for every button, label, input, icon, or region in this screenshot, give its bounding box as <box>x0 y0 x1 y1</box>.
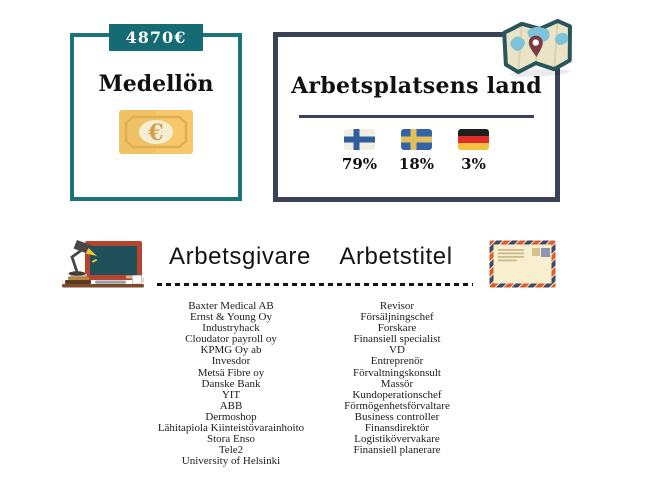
list-item: Metsä Fibre oy <box>197 366 265 379</box>
average-salary-badge: 4870€ <box>109 24 203 51</box>
list-item: Logistikövervakare <box>354 433 440 446</box>
list-item: Stora Enso <box>207 433 255 446</box>
finland-flag-icon <box>344 129 375 150</box>
divider-line <box>299 115 534 118</box>
list-item: Kundoperationschef <box>352 388 442 401</box>
list-item: KPMG Oy ab <box>200 344 262 357</box>
list-item: Ernst & Young Oy <box>190 311 272 324</box>
list-item: Förvaltningskonsult <box>352 366 441 379</box>
list-item: Invesdor <box>211 355 251 368</box>
germany-flag-icon <box>458 129 489 150</box>
salary-card: 4870€ Medellön € <box>70 24 242 201</box>
dashed-divider <box>157 283 473 286</box>
employers-list: Baxter Medical AB Ernst & Young Oy Industr… <box>121 300 341 468</box>
list-item: Förmögenhetsförvaltare <box>344 399 450 412</box>
country-card: Arbetsplatsens land 79% <box>273 18 572 202</box>
average-salary-value: 4870€ <box>125 28 187 47</box>
sweden-flag-icon <box>401 129 432 150</box>
list-item: Business controller <box>354 410 440 423</box>
list-item: VD <box>389 344 405 357</box>
list-item: Revisor <box>379 300 415 312</box>
finland-percent: 79% <box>341 155 378 173</box>
list-item: University of Helsinki <box>181 455 281 468</box>
germany-percent: 3% <box>461 155 486 173</box>
list-item: Massör <box>380 377 414 390</box>
airmail-envelope-icon <box>489 240 556 288</box>
list-item: Entreprenör <box>370 355 424 368</box>
employers-heading: Arbetsgivare <box>169 243 311 270</box>
svg-text:€: € <box>147 120 163 146</box>
list-item: YIT <box>221 388 241 401</box>
salary-card-title: Medellön <box>98 71 214 97</box>
list-item: Finansdirektör <box>364 422 430 435</box>
country-card-title: Arbetsplatsens land <box>291 73 542 99</box>
country-stat-germany: 3% <box>452 129 496 173</box>
country-stat-sweden: 18% <box>395 129 439 173</box>
list-item: Lähitapiola Kiinteistövarainhoito <box>157 422 305 435</box>
list-item: Dermoshop <box>205 410 257 423</box>
list-item: Cloudator payroll oy <box>185 333 277 346</box>
list-item: Tele2 <box>218 444 244 457</box>
job-titles-heading: Arbetstitel <box>339 243 453 270</box>
world-map-icon <box>502 18 572 77</box>
list-item: Danske Bank <box>201 377 261 390</box>
list-item: Forskare <box>377 322 417 335</box>
job-titles-list: Revisor Försäljningschef Forskare Finansiel… <box>287 300 507 457</box>
list-item: Industryhack <box>202 322 260 335</box>
list-item: ABB <box>219 399 243 412</box>
country-stats-row: 79% 18% <box>278 129 555 173</box>
list-item: Finansiell planerare <box>353 444 441 457</box>
desk-blackboard-icon <box>62 240 144 288</box>
sweden-percent: 18% <box>398 155 435 173</box>
list-item: Finansiell specialist <box>353 333 441 346</box>
country-stat-finland: 79% <box>338 129 382 173</box>
list-item: Försäljningschef <box>360 311 434 324</box>
list-item: Baxter Medical AB <box>188 300 274 312</box>
euro-banknote-icon: € <box>119 110 193 154</box>
